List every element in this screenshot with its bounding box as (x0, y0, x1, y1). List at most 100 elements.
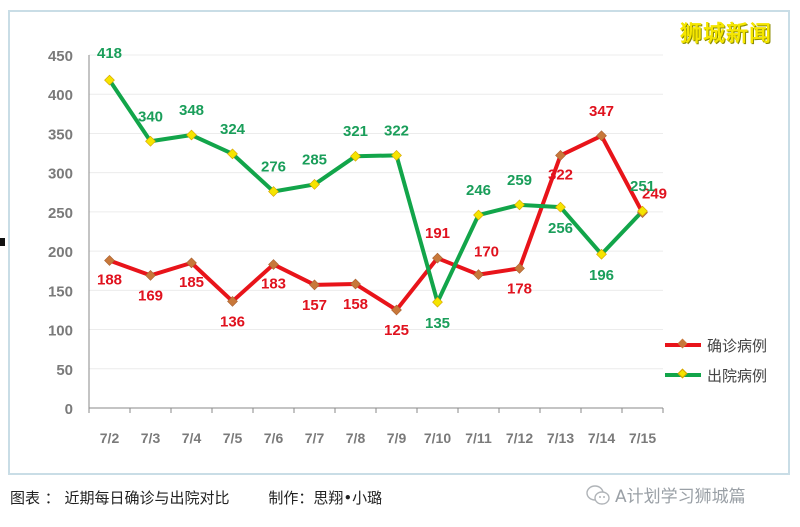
legend-line-confirmed-icon (665, 338, 701, 349)
x-tick-label: 7/12 (506, 430, 533, 446)
data-label-confirmed: 157 (302, 297, 327, 314)
data-point-marker[interactable] (473, 209, 484, 221)
x-tick-label: 7/6 (264, 430, 284, 446)
x-tick-label: 7/5 (223, 430, 243, 446)
data-point-marker[interactable] (514, 262, 525, 274)
data-point-marker[interactable] (104, 255, 115, 266)
x-tick-label: 7/14 (588, 430, 615, 446)
x-tick-label: 7/3 (141, 430, 161, 446)
data-point-marker[interactable] (391, 304, 402, 316)
data-point-marker[interactable] (596, 130, 607, 142)
chart-legend: 确诊病例 出院病例 (665, 330, 767, 390)
legend-line-discharged-icon (665, 368, 701, 379)
figure-caption: 图表 ： 近期每日确诊与出院对比 制作：思翔•小璐 (10, 487, 416, 508)
data-label-discharged: 259 (507, 172, 532, 189)
data-label-discharged: 324 (220, 121, 246, 138)
data-label-confirmed: 347 (589, 103, 614, 120)
data-point-marker[interactable] (145, 135, 156, 147)
data-point-marker[interactable] (145, 270, 156, 281)
data-label-confirmed: 322 (548, 166, 573, 183)
data-point-marker[interactable] (555, 201, 566, 213)
series-line-discharged (107, 78, 644, 305)
x-tick-label: 7/10 (424, 430, 451, 446)
data-point-marker[interactable] (350, 150, 361, 162)
x-tick-label: 7/13 (547, 430, 574, 446)
data-label-discharged: 196 (589, 267, 614, 284)
y-tick-label: 200 (48, 244, 73, 261)
data-label-confirmed: 191 (425, 225, 450, 242)
watermark-logo: 狮城新闻 (680, 22, 773, 47)
data-point-marker[interactable] (473, 269, 484, 281)
x-tick-label: 7/15 (629, 430, 656, 446)
y-tick-label: 450 (48, 48, 73, 65)
x-tick-label: 7/11 (465, 430, 492, 446)
data-point-marker[interactable] (391, 150, 402, 161)
data-point-marker[interactable] (514, 199, 525, 211)
y-tick-label: 150 (48, 283, 73, 300)
y-tick-label: 400 (48, 87, 73, 104)
data-point-marker[interactable] (350, 278, 361, 290)
data-label-discharged: 251 (630, 178, 655, 195)
data-point-marker[interactable] (227, 148, 238, 160)
legend-label-confirmed: 确诊病例 (707, 336, 768, 355)
y-axis: 0 50 100 150 200 250 300 350 400 450 (48, 48, 90, 418)
data-label-confirmed: 169 (138, 287, 163, 304)
data-label-confirmed: 178 (507, 280, 532, 297)
chart-frame[interactable] (8, 10, 790, 475)
y-tick-label: 100 (48, 323, 73, 340)
data-label-discharged: 340 (138, 108, 163, 125)
data-label-confirmed: 183 (261, 275, 286, 292)
wechat-source: A计划学习狮城篇 (585, 482, 746, 507)
caption-author: 制作：思翔•小璐 (268, 489, 383, 507)
data-point-marker[interactable] (309, 279, 320, 291)
x-tick-label: 7/2 (100, 430, 120, 446)
data-point-marker[interactable] (268, 259, 279, 270)
legend-item-confirmed: 确诊病例 (665, 330, 767, 360)
data-point-marker[interactable] (186, 129, 197, 141)
data-point-marker[interactable] (309, 179, 320, 190)
series-lines (104, 74, 648, 316)
data-point-marker[interactable] (432, 296, 443, 308)
data-label-discharged: 135 (425, 315, 450, 332)
x-tick-label: 7/9 (387, 430, 407, 446)
data-label-discharged: 256 (548, 220, 573, 237)
data-label-confirmed: 136 (220, 313, 245, 330)
x-tick-label: 7/4 (182, 430, 202, 446)
data-point-marker[interactable] (268, 186, 279, 197)
legend-label-discharged: 出院病例 (707, 366, 768, 385)
data-labels: 188 169 185 136 183 157 158 125 191 170 178 322 347 2… (97, 45, 667, 339)
caption-title: 图表 ： 近期每日确诊与出院对比 (10, 489, 230, 507)
x-tick-label: 7/7 (305, 430, 325, 446)
series-line-confirmed (108, 133, 645, 312)
x-axis: 7/2 7/3 7/4 7/5 7/6 7/7 7/8 7/9 7/10 7/11 7/12 7/13… (88, 407, 664, 446)
wechat-account-name: A计划学习狮城篇 (615, 487, 746, 507)
data-label-discharged: 348 (179, 102, 204, 119)
wechat-icon (586, 484, 610, 505)
data-point-marker[interactable] (637, 205, 648, 217)
data-label-confirmed: 185 (179, 274, 204, 291)
data-point-marker[interactable] (186, 257, 197, 269)
legend-item-discharged: 出院病例 (665, 360, 767, 390)
y-tick-label: 300 (48, 166, 73, 183)
y-tick-label: 350 (48, 126, 73, 143)
data-label-discharged: 321 (343, 123, 368, 140)
resize-handle[interactable] (0, 238, 5, 246)
data-label-discharged: 276 (261, 158, 286, 175)
x-tick-label: 7/8 (346, 430, 366, 446)
data-label-confirmed: 249 (642, 186, 667, 203)
data-point-marker[interactable] (104, 74, 115, 86)
y-tick-label: 0 (65, 401, 73, 418)
data-point-marker[interactable] (555, 150, 566, 161)
data-point-marker[interactable] (596, 248, 607, 260)
data-label-confirmed: 158 (343, 296, 368, 313)
y-tick-label: 50 (56, 362, 73, 379)
data-point-marker[interactable] (227, 295, 238, 307)
y-tick-label: 250 (48, 205, 73, 222)
gridlines (89, 54, 663, 370)
data-label-confirmed: 170 (474, 244, 499, 261)
data-label-discharged: 285 (302, 151, 327, 168)
data-label-confirmed: 125 (384, 322, 409, 339)
data-label-discharged: 246 (466, 182, 491, 199)
data-point-marker[interactable] (432, 252, 443, 264)
